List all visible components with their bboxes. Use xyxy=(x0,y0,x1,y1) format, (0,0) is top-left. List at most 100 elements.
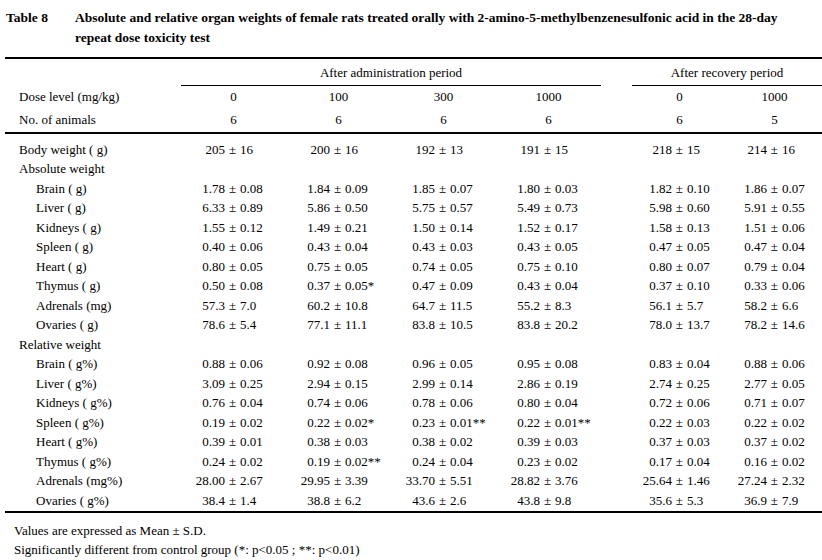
table-row: Heart ( g%)0.39±0.010.38±0.030.38±0.020.… xyxy=(5,433,822,453)
column-gap xyxy=(601,160,632,180)
cell-value: 0 xyxy=(181,86,286,109)
cell-value: 6.33±0.89 xyxy=(181,199,286,219)
cell-value xyxy=(632,335,727,355)
cell-value: 1.52±0.17 xyxy=(496,218,601,238)
cell-value: 1.85±0.07 xyxy=(391,179,496,199)
cell-value: 0.75±0.10 xyxy=(496,257,601,277)
cell-value: 1000 xyxy=(727,86,822,109)
cell-value: 0.24±0.02 xyxy=(181,452,286,472)
table-title-text: Absolute and relative organ weights of f… xyxy=(75,8,818,48)
cell-value xyxy=(181,160,286,180)
cell-value: 6 xyxy=(496,108,601,133)
header-row: Dose level (mg/kg)0100300100001000 xyxy=(5,86,822,109)
cell-value: 0.37±0.10 xyxy=(632,277,727,297)
cell-value: 43.8±9.8 xyxy=(496,491,601,512)
cell-value: 6 xyxy=(286,108,391,133)
row-label: Relative weight xyxy=(5,335,181,355)
cell-value xyxy=(727,335,822,355)
column-gap xyxy=(601,238,632,258)
column-group-label: After recovery period xyxy=(671,65,784,80)
cell-value: 35.6±5.3 xyxy=(632,491,727,512)
cell-value: 25.64±1.46 xyxy=(632,472,727,492)
row-label: Adrenals (mg) xyxy=(5,296,181,316)
cell-value: 1.51±0.06 xyxy=(727,218,822,238)
column-gap xyxy=(601,133,632,160)
cell-value: 0.83±0.04 xyxy=(632,355,727,375)
row-label: Heart ( g) xyxy=(5,257,181,277)
cell-value: 38.8±6.2 xyxy=(286,491,391,512)
cell-value: 2.99±0.14 xyxy=(391,374,496,394)
column-gap xyxy=(601,199,632,219)
cell-value: 77.1±11.1 xyxy=(286,316,391,336)
cell-value xyxy=(391,335,496,355)
cell-value: 83.8±10.5 xyxy=(391,316,496,336)
cell-value: 28.82±3.76 xyxy=(496,472,601,492)
table-row: Absolute weight xyxy=(5,160,822,180)
cell-value: 0.38±0.02 xyxy=(391,433,496,453)
cell-value: 3.09±0.25 xyxy=(181,374,286,394)
cell-value: 2.77±0.05 xyxy=(727,374,822,394)
table-row: Kidneys ( g)1.55±0.121.49±0.211.50±0.141… xyxy=(5,218,822,238)
cell-value: 6 xyxy=(391,108,496,133)
cell-value: 56.1±5.7 xyxy=(632,296,727,316)
column-group-label: After administration period xyxy=(320,65,462,80)
cell-value: 0.88±0.06 xyxy=(181,355,286,375)
cell-value: 0.96±0.05 xyxy=(391,355,496,375)
cell-value: 0.23±0.01** xyxy=(391,413,496,433)
cell-value: 0.47±0.04 xyxy=(727,238,822,258)
cell-value: 0.19±0.02** xyxy=(286,452,391,472)
cell-value: 0.39±0.03 xyxy=(496,433,601,453)
cell-value: 300 xyxy=(391,86,496,109)
document-page: Table 8 Absolute and relative organ weig… xyxy=(0,0,822,560)
column-gap xyxy=(601,394,632,414)
cell-value: 57.3±7.0 xyxy=(181,296,286,316)
cell-value: 0.95±0.08 xyxy=(496,355,601,375)
cell-value: 0.74±0.05 xyxy=(391,257,496,277)
cell-value: 5.98±0.60 xyxy=(632,199,727,219)
column-group-recovery: After recovery period xyxy=(632,58,822,86)
cell-value: 55.2±8.3 xyxy=(496,296,601,316)
cell-value: 1.58±0.13 xyxy=(632,218,727,238)
cell-value: 1.80±0.03 xyxy=(496,179,601,199)
cell-value: 0.22±0.03 xyxy=(632,413,727,433)
column-gap xyxy=(601,86,632,109)
cell-value: 5 xyxy=(727,108,822,133)
header-row: No. of animals666665 xyxy=(5,108,822,133)
table-row: Ovaries ( g)78.6±5.477.1±11.183.8±10.583… xyxy=(5,316,822,336)
row-label: Dose level (mg/kg) xyxy=(5,86,181,109)
row-label: Heart ( g%) xyxy=(5,433,181,453)
table-row: Liver ( g%)3.09±0.252.94±0.152.99±0.142.… xyxy=(5,374,822,394)
table-title: Table 8 Absolute and relative organ weig… xyxy=(6,8,818,48)
cell-value: 0.19±0.02 xyxy=(181,413,286,433)
row-label: Liver ( g) xyxy=(5,199,181,219)
cell-value: 0.47±0.09 xyxy=(391,277,496,297)
cell-value: 192±13 xyxy=(391,133,496,160)
row-label: Ovaries ( g%) xyxy=(5,491,181,512)
cell-value: 0.80±0.07 xyxy=(632,257,727,277)
cell-value: 36.9±7.9 xyxy=(727,491,822,512)
cell-value: 78.6±5.4 xyxy=(181,316,286,336)
cell-value: 0.22±0.02* xyxy=(286,413,391,433)
cell-value: 0.23±0.02 xyxy=(496,452,601,472)
cell-value: 0.47±0.05 xyxy=(632,238,727,258)
cell-value: 6 xyxy=(181,108,286,133)
cell-value: 0.38±0.03 xyxy=(286,433,391,453)
cell-value: 0.92±0.08 xyxy=(286,355,391,375)
row-label: Brain ( g%) xyxy=(5,355,181,375)
cell-value: 1.78±0.08 xyxy=(181,179,286,199)
cell-value: 0.74±0.06 xyxy=(286,394,391,414)
column-gap xyxy=(601,58,632,86)
cell-value: 218±15 xyxy=(632,133,727,160)
cell-value: 1.55±0.12 xyxy=(181,218,286,238)
table-row: Thymus ( g%)0.24±0.020.19±0.02**0.24±0.0… xyxy=(5,452,822,472)
column-gap xyxy=(601,472,632,492)
table-row: Adrenals (mg)57.3±7.060.2±10.864.7±11.55… xyxy=(5,296,822,316)
organ-weights-table: After administration period After recove… xyxy=(5,57,822,513)
row-label: Spleen ( g%) xyxy=(5,413,181,433)
cell-value: 1.86±0.07 xyxy=(727,179,822,199)
cell-value: 191±15 xyxy=(496,133,601,160)
row-label: Kidneys ( g) xyxy=(5,218,181,238)
cell-value: 43.6±2.6 xyxy=(391,491,496,512)
cell-value: 0.39±0.01 xyxy=(181,433,286,453)
cell-value: 29.95±3.39 xyxy=(286,472,391,492)
